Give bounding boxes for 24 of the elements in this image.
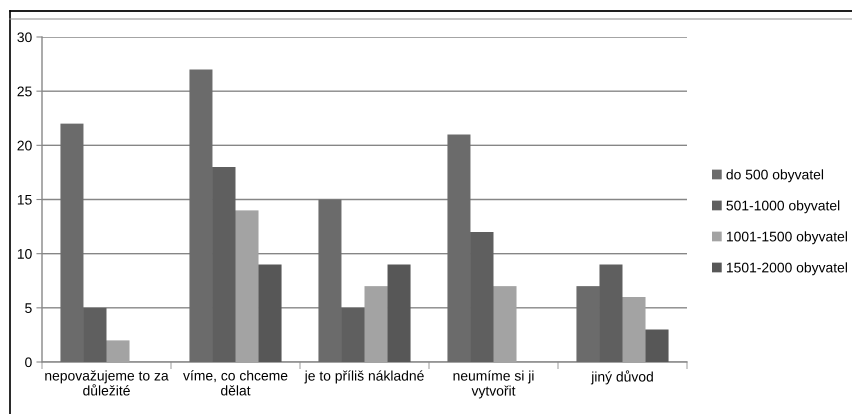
- y-tick-label: 0: [25, 357, 32, 368]
- legend-label: do 500 obyvatel: [726, 169, 824, 182]
- y-tick-label: 25: [18, 86, 32, 96]
- x-tick-label: neumíme si ji vytvořit: [454, 370, 534, 398]
- bar: [646, 330, 669, 362]
- legend-label: 1501-2000 obyvatel: [726, 262, 847, 276]
- bar: [494, 286, 517, 362]
- legend-label: 1001-1500 obyvatel: [726, 231, 847, 244]
- x-tick-label: je to příliš nákladné: [304, 370, 424, 384]
- bar: [388, 264, 411, 362]
- bar: [622, 297, 646, 362]
- x-tick-label: nepovažujeme to za důležité: [45, 370, 169, 396]
- x-tick-label: víme, co chceme dělat: [183, 370, 288, 396]
- legend-label: 501-1000 obyvatel: [726, 200, 840, 214]
- y-tick-label: 15: [18, 194, 32, 205]
- bar: [236, 210, 259, 362]
- bar: [364, 286, 388, 362]
- y-tick-label: 10: [18, 249, 32, 259]
- y-tick-label: 30: [17, 32, 32, 42]
- y-tick-label: 5: [25, 303, 32, 314]
- y-tick-label: 20: [18, 140, 32, 151]
- x-tick-label: jiný důvod: [590, 370, 653, 384]
- bar: [106, 340, 130, 362]
- bar: [258, 264, 282, 362]
